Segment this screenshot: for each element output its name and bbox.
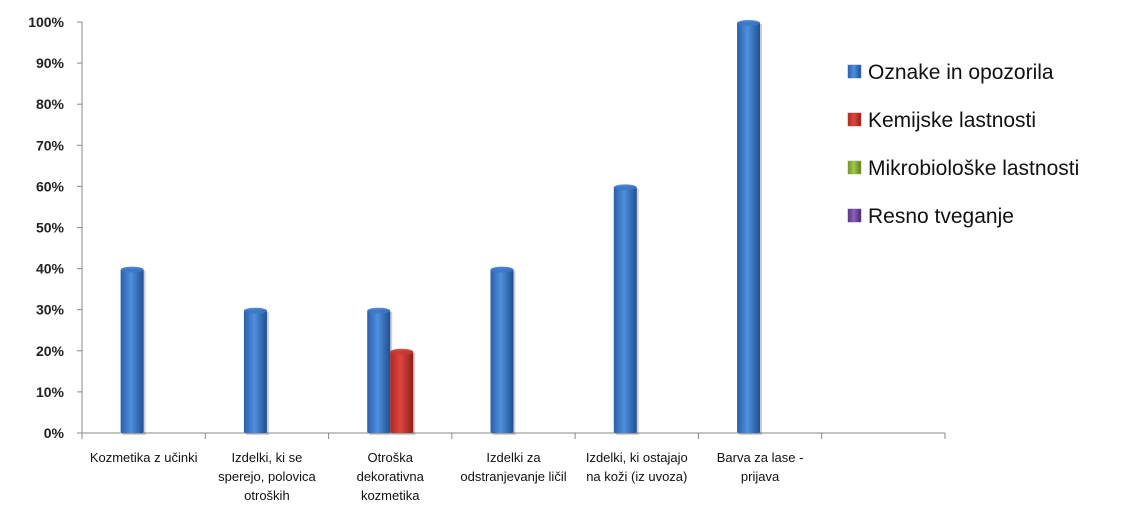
bar-cap (367, 307, 391, 314)
category-label: Izdelki, ki ostajajo na koži (iz uvoza) (586, 450, 688, 484)
legend-item: Mikrobiološke lastnosti (847, 157, 1079, 180)
chart-bars (120, 20, 763, 435)
y-tick-label: 50% (36, 220, 65, 236)
bar-rect (737, 22, 761, 433)
legend-item: Oznake in opozorila (847, 61, 1054, 84)
legend-swatch (847, 208, 862, 223)
bar-rect (367, 309, 391, 433)
bar (490, 266, 516, 435)
bar-cap (737, 20, 761, 26)
y-tick-label: 40% (36, 261, 65, 277)
legend-swatch (847, 64, 862, 79)
y-tick-label: 70% (36, 137, 65, 153)
y-tick-label: 90% (36, 55, 65, 71)
legend-label: Mikrobiološke lastnosti (868, 157, 1079, 180)
category-label: Barva za lase -prijava (717, 450, 804, 484)
bar (737, 20, 763, 435)
bar-rect (490, 268, 514, 433)
bar (390, 348, 416, 435)
legend-item: Resno tveganje (847, 205, 1014, 228)
legend-label: Resno tveganje (868, 205, 1014, 228)
bar-rect (243, 309, 267, 433)
category-labels: Kozmetika z učinki Izdelki, ki se sperejo,… (90, 450, 804, 503)
y-tick-label: 10% (36, 384, 65, 400)
legend-item: Kemijske lastnosti (847, 109, 1036, 132)
bar-cap (613, 184, 637, 191)
y-tick-label: 60% (36, 178, 65, 194)
bar (120, 266, 146, 435)
bar (367, 307, 393, 435)
category-label: Izdelki za odstranjevanje ličil (460, 450, 566, 484)
legend-swatch (847, 160, 862, 175)
bar-cap (243, 307, 267, 314)
legend-label: Kemijske lastnosti (868, 109, 1036, 132)
y-tick-label: 30% (36, 302, 65, 318)
y-tick-label: 80% (36, 96, 65, 112)
bar-cap (490, 266, 514, 273)
bar-cap (120, 266, 144, 273)
y-tick-label: 0% (44, 425, 65, 441)
chart-axes: 0% 10% 20% 30% 40% 50% 60% 70% 80% 90% 100% (28, 14, 946, 441)
bar-rect (120, 268, 144, 433)
chart-legend: Oznake in opozorila Kemijske lastnosti Mik… (847, 61, 1079, 228)
bar-cap (390, 348, 414, 355)
legend-swatch (847, 112, 862, 127)
bar-rect (613, 186, 637, 433)
category-label: Kozmetika z učinki (90, 450, 198, 465)
category-label: Otroška dekorativna kozmetika (357, 450, 425, 503)
bar (243, 307, 269, 435)
category-label: Izdelki, ki se sperejo, polovica otroških (218, 450, 316, 503)
y-tick-label: 100% (28, 14, 64, 30)
y-tick-label: 20% (36, 343, 65, 359)
legend-label: Oznake in opozorila (868, 61, 1054, 84)
bar (613, 184, 639, 435)
bar-rect (390, 350, 414, 433)
